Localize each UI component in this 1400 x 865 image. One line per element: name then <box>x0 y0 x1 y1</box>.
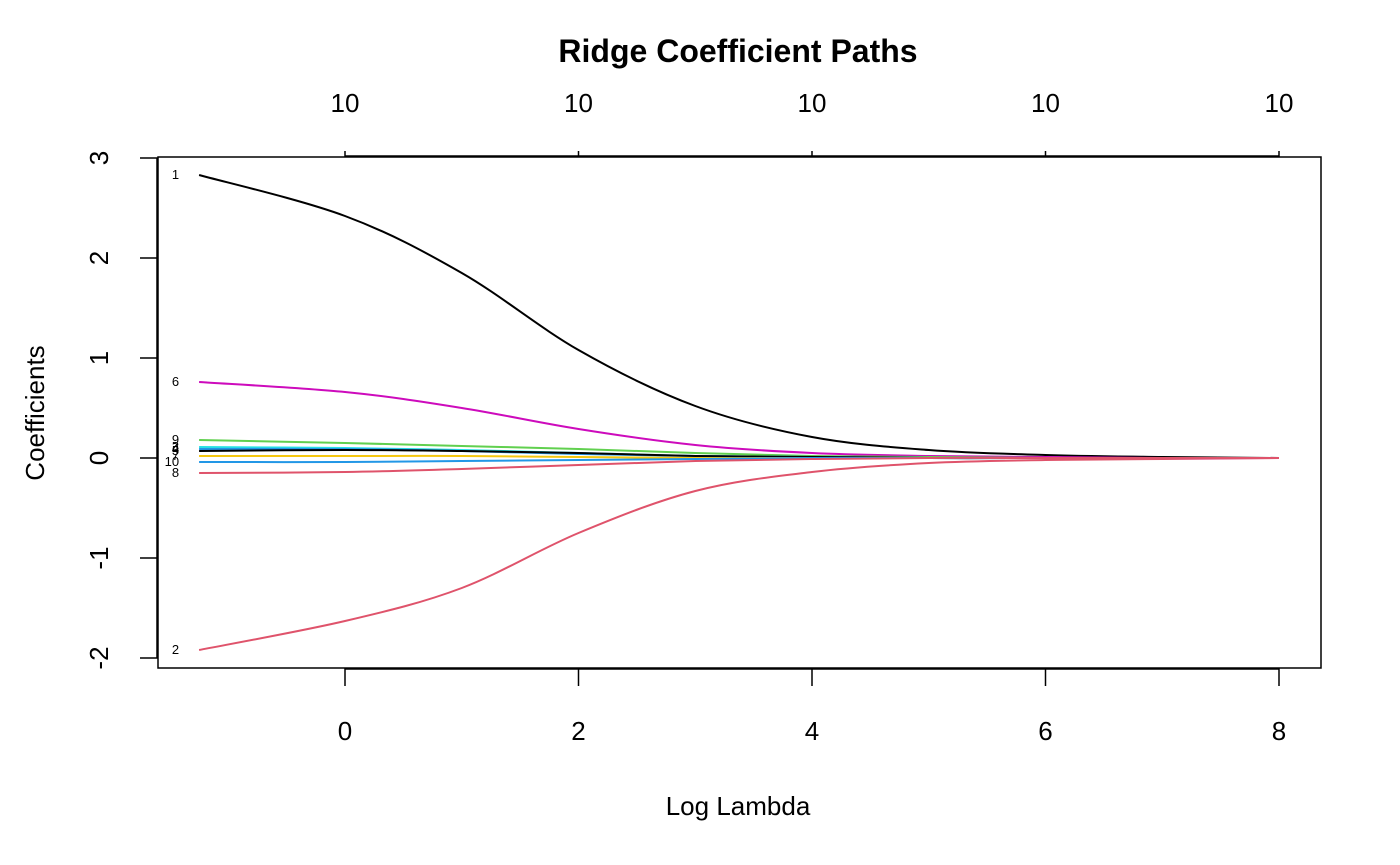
top-tick-label: 10 <box>331 88 360 118</box>
x-tick-label: 4 <box>805 716 819 746</box>
series-line-2 <box>198 457 1280 651</box>
x-tick-label: 2 <box>571 716 585 746</box>
series-layer <box>198 174 1280 651</box>
series-label-1: 1 <box>172 167 179 182</box>
x-tick-label: 0 <box>338 716 352 746</box>
series-label-6: 6 <box>172 374 179 389</box>
top-tick-label: 10 <box>1031 88 1060 118</box>
x-tick-label: 8 <box>1272 716 1286 746</box>
y-tick-label: 3 <box>84 151 114 165</box>
top-tick-label: 10 <box>798 88 827 118</box>
top-tick-label: 10 <box>1265 88 1294 118</box>
chart-title: Ridge Coefficient Paths <box>558 33 917 69</box>
x-tick-label: 6 <box>1038 716 1052 746</box>
series-label-5: 5 <box>172 443 179 458</box>
y-tick-label: -2 <box>84 646 114 669</box>
series-label-3: 3 <box>172 439 179 454</box>
series-label-8: 8 <box>172 465 179 480</box>
y-tick-label: 1 <box>84 351 114 365</box>
series-label-10: 10 <box>165 454 179 469</box>
y-tick-label: 2 <box>84 251 114 265</box>
y-tick-label: 0 <box>84 451 114 465</box>
series-label-9: 9 <box>172 432 179 447</box>
top-tick-label: 10 <box>564 88 593 118</box>
series-label-4: 4 <box>172 441 179 456</box>
series-label-7: 7 <box>172 448 179 463</box>
plot-frame <box>157 156 1322 669</box>
y-tick-label: -1 <box>84 546 114 569</box>
series-label-2: 2 <box>172 642 179 657</box>
series-line-1 <box>198 174 1280 459</box>
x-axis-title: Log Lambda <box>666 791 811 821</box>
y-axis-title: Coefficients <box>20 345 50 480</box>
series-line-8 <box>199 456 1279 474</box>
